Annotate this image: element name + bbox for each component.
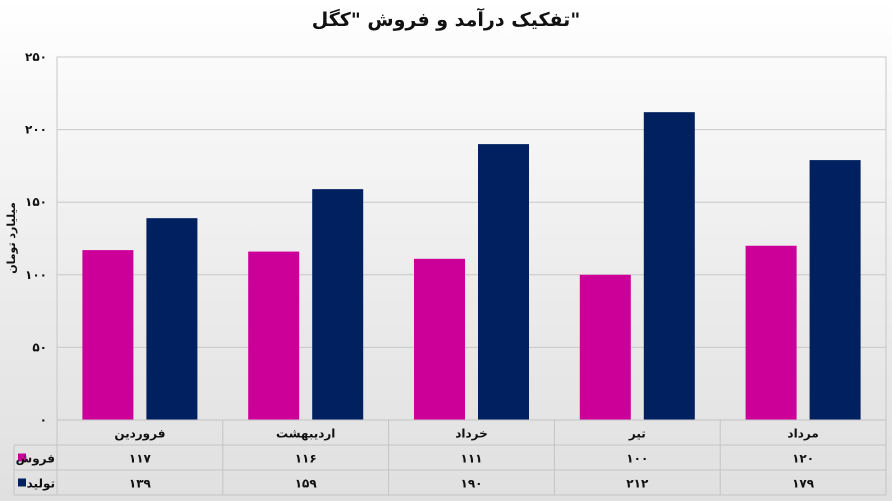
data-label: ۱۲۰	[792, 452, 814, 466]
legend-label: فروش	[16, 452, 55, 467]
data-label: ۱۷۹	[792, 477, 815, 491]
data-label: ۱۱۶	[295, 452, 317, 466]
y-tick-label: ۵۰	[32, 340, 47, 354]
bar-sales	[745, 245, 797, 420]
bar-production	[809, 160, 861, 421]
data-label: ۱۵۹	[295, 477, 318, 491]
bar-sales	[414, 258, 465, 420]
data-table: فروردین اردیبهشت خرداد تیر مرداد فروش ۱۱۷ ۱۱۶ ۱۱…	[13, 419, 887, 496]
bar-production	[146, 218, 198, 420]
y-axis-label: میلیارد تومان	[5, 202, 18, 274]
x-tick-label: مرداد	[787, 427, 818, 441]
bar-sales	[248, 251, 300, 420]
legend-key	[18, 453, 26, 462]
data-label: ۲۱۲	[626, 477, 649, 491]
data-label: ۱۱۱	[461, 452, 483, 466]
legend-label: تولید	[27, 477, 55, 492]
bar-sales	[82, 250, 134, 420]
y-tick-label: ۲۵۰	[25, 50, 47, 64]
y-tick-label: ۲۰۰	[25, 123, 47, 137]
bar-production	[312, 189, 364, 420]
x-tick-label: اردیبهشت	[276, 427, 335, 441]
plot-area: ۰ ۵۰ ۱۰۰ ۱۵۰ ۲۰۰ ۲۵۰	[25, 50, 887, 427]
x-tick-label: فروردین	[114, 427, 165, 442]
data-label: ۱۹۰	[461, 477, 483, 491]
data-label: ۱۱۷	[129, 452, 152, 466]
legend-key	[18, 478, 26, 487]
data-label: ۱۰۰	[626, 452, 648, 466]
bar-sales	[579, 274, 631, 420]
bar-production	[478, 144, 529, 420]
chart-title: تفکیک درآمد و فروش "کگل"	[312, 7, 580, 31]
data-label: ۱۳۹	[129, 477, 152, 491]
y-tick-label: ۱۵۰	[25, 195, 47, 209]
x-tick-label: خرداد	[455, 427, 488, 441]
y-tick-label: ۱۰۰	[25, 268, 47, 282]
x-tick-label: تیر	[628, 427, 646, 441]
y-tick-label: ۰	[40, 413, 47, 427]
bar-production	[643, 112, 695, 421]
